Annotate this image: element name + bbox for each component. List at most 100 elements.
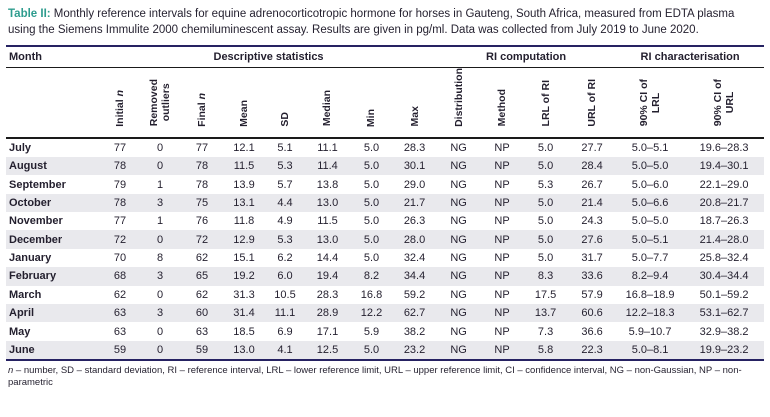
column-header-mean: Mean: [223, 67, 265, 139]
table-cell: 77: [195, 141, 209, 154]
table-cell: 12.5: [316, 343, 339, 356]
table-cell: 32.9–38.2: [699, 325, 749, 338]
table-cell: 33.6: [581, 270, 603, 283]
table-cell: 78: [113, 160, 127, 173]
table-row: July 77 0 77 12.1 5.1 11.1 5.0 28.3 NG NP 5.0 27.7 5.…: [6, 138, 764, 157]
month-cell: March: [9, 288, 42, 301]
month-cell: February: [9, 270, 57, 283]
table-cell: 75: [195, 196, 209, 209]
table-ii-figure: Table II: Monthly reference intervals fo…: [6, 8, 765, 388]
table-cell: 24.3: [581, 215, 603, 228]
table-cell: 32.4: [403, 252, 426, 265]
table-cell: 57.9: [581, 288, 603, 301]
month-cell: September: [9, 178, 66, 191]
table-row: October 78 3 75 13.1 4.4 13.0 5.0 21.7 NG NP 5.0 21.…: [6, 193, 765, 213]
table-cell: 28.3: [316, 288, 339, 301]
month-cell: October: [9, 196, 52, 209]
table-cell: 17.1: [316, 325, 339, 338]
table-cell: 12.1: [233, 141, 255, 154]
table-cell: 1: [156, 215, 164, 228]
table-cell: 20.8–21.7: [699, 196, 749, 209]
table-cell: NP: [494, 288, 510, 301]
table-cell: NP: [494, 215, 510, 228]
table-cell: NG: [450, 215, 467, 228]
table-cell: 6.9: [277, 325, 293, 338]
table-cell: NP: [494, 252, 510, 265]
month-header-spacer: [6, 67, 101, 139]
table-row: March 62 0 62 31.3 10.5 28.3 16.8 59.2 NG NP 17.5 57…: [6, 286, 764, 304]
table-cell: 4.1: [277, 343, 293, 356]
column-header-90ci-lrl: 90% CI of LRL: [616, 67, 685, 139]
table-cell: 65: [195, 270, 209, 283]
table-cell: 7.3: [537, 325, 554, 338]
reference-intervals-table: Month Descriptive statistics RI computat…: [6, 46, 765, 362]
table-cell: 26.3: [403, 215, 426, 228]
table-cell: 11.8: [233, 215, 255, 228]
table-cell: 11.1: [274, 307, 296, 320]
table-cell: 5.3: [277, 233, 293, 246]
table-cell: 21.4: [581, 196, 603, 209]
table-cell: NG: [450, 141, 467, 154]
table-cell: NG: [450, 288, 467, 301]
table-cell: 27.6: [581, 233, 603, 246]
table-cell: 5.0: [363, 252, 380, 265]
table-cell: 76: [195, 215, 209, 228]
column-header-final-n: Final n: [181, 67, 223, 139]
table-cell: 28.0: [403, 233, 426, 246]
table-cell: 4.4: [277, 196, 293, 209]
table-cell: NP: [494, 307, 510, 320]
table-cell: NP: [494, 343, 510, 356]
table-cell: 59: [195, 343, 209, 356]
table-cell: 28.4: [581, 160, 603, 173]
table-cell: NG: [450, 325, 467, 338]
table-cell: 72: [113, 233, 127, 246]
table-cell: 0: [156, 288, 164, 301]
column-group-descriptive-statistics: Descriptive statistics: [101, 46, 437, 68]
table-cell: 0: [156, 141, 164, 154]
column-header-url-of-ri: URL of RI: [568, 67, 617, 139]
table-cell: 8.2: [363, 270, 380, 283]
table-cell: 62.7: [403, 307, 426, 320]
table-cell: 8.2–9.4: [631, 270, 669, 283]
month-cell: April: [9, 307, 35, 320]
table-cell: 5.3: [277, 160, 293, 173]
table-cell: 23.2: [403, 343, 426, 356]
table-cell: 19.2: [233, 270, 255, 283]
footnote-lead: n: [8, 365, 14, 377]
table-cell: 13.8: [316, 178, 339, 191]
table-cell: 36.6: [581, 325, 603, 338]
table-cell: 60: [195, 307, 209, 320]
table-cell: 17.5: [534, 288, 557, 301]
table-cell: 12.2: [360, 307, 383, 320]
table-cell: 13.0: [233, 343, 255, 356]
table-cell: NP: [494, 160, 510, 173]
column-group-ri-computation: RI computation: [436, 46, 617, 68]
table-caption-label: Table II:: [8, 8, 51, 20]
table-cell: 11.5: [317, 215, 338, 228]
table-cell: 11.1: [317, 141, 338, 154]
table-cell: NP: [494, 196, 510, 209]
table-cell: 22.1–29.0: [699, 178, 749, 191]
table-cell: 63: [113, 325, 127, 338]
table-cell: 62: [195, 252, 209, 265]
table-cell: 5.0–5.1: [631, 233, 669, 246]
table-cell: 5.0: [537, 215, 554, 228]
column-header-distribution: Distribution: [436, 67, 482, 139]
table-cell: 3: [156, 270, 164, 283]
table-cell: 30.4–34.4: [699, 270, 749, 283]
table-cell: 68: [113, 270, 127, 283]
table-cell: 4.9: [277, 215, 293, 228]
table-cell: 59: [113, 343, 127, 356]
table-cell: NP: [494, 178, 510, 191]
table-cell: 5.0: [537, 141, 554, 154]
table-cell: 13.9: [233, 178, 255, 191]
table-cell: 12.2–18.3: [625, 307, 675, 320]
table-cell: 13.1: [233, 196, 255, 209]
table-cell: 78: [195, 178, 209, 191]
column-header-median: Median: [305, 67, 350, 139]
table-row: January 70 8 62 15.1 6.2 14.4 5.0 32.4 NG NP 5.0 31.…: [6, 249, 764, 267]
table-row: February 68 3 65 19.2 6.0 19.4 8.2 34.4 NG NP 8.3 33…: [6, 267, 765, 286]
table-cell: 0: [156, 325, 164, 338]
table-cell: 38.2: [403, 325, 426, 338]
table-cell: 5.0: [537, 160, 554, 173]
